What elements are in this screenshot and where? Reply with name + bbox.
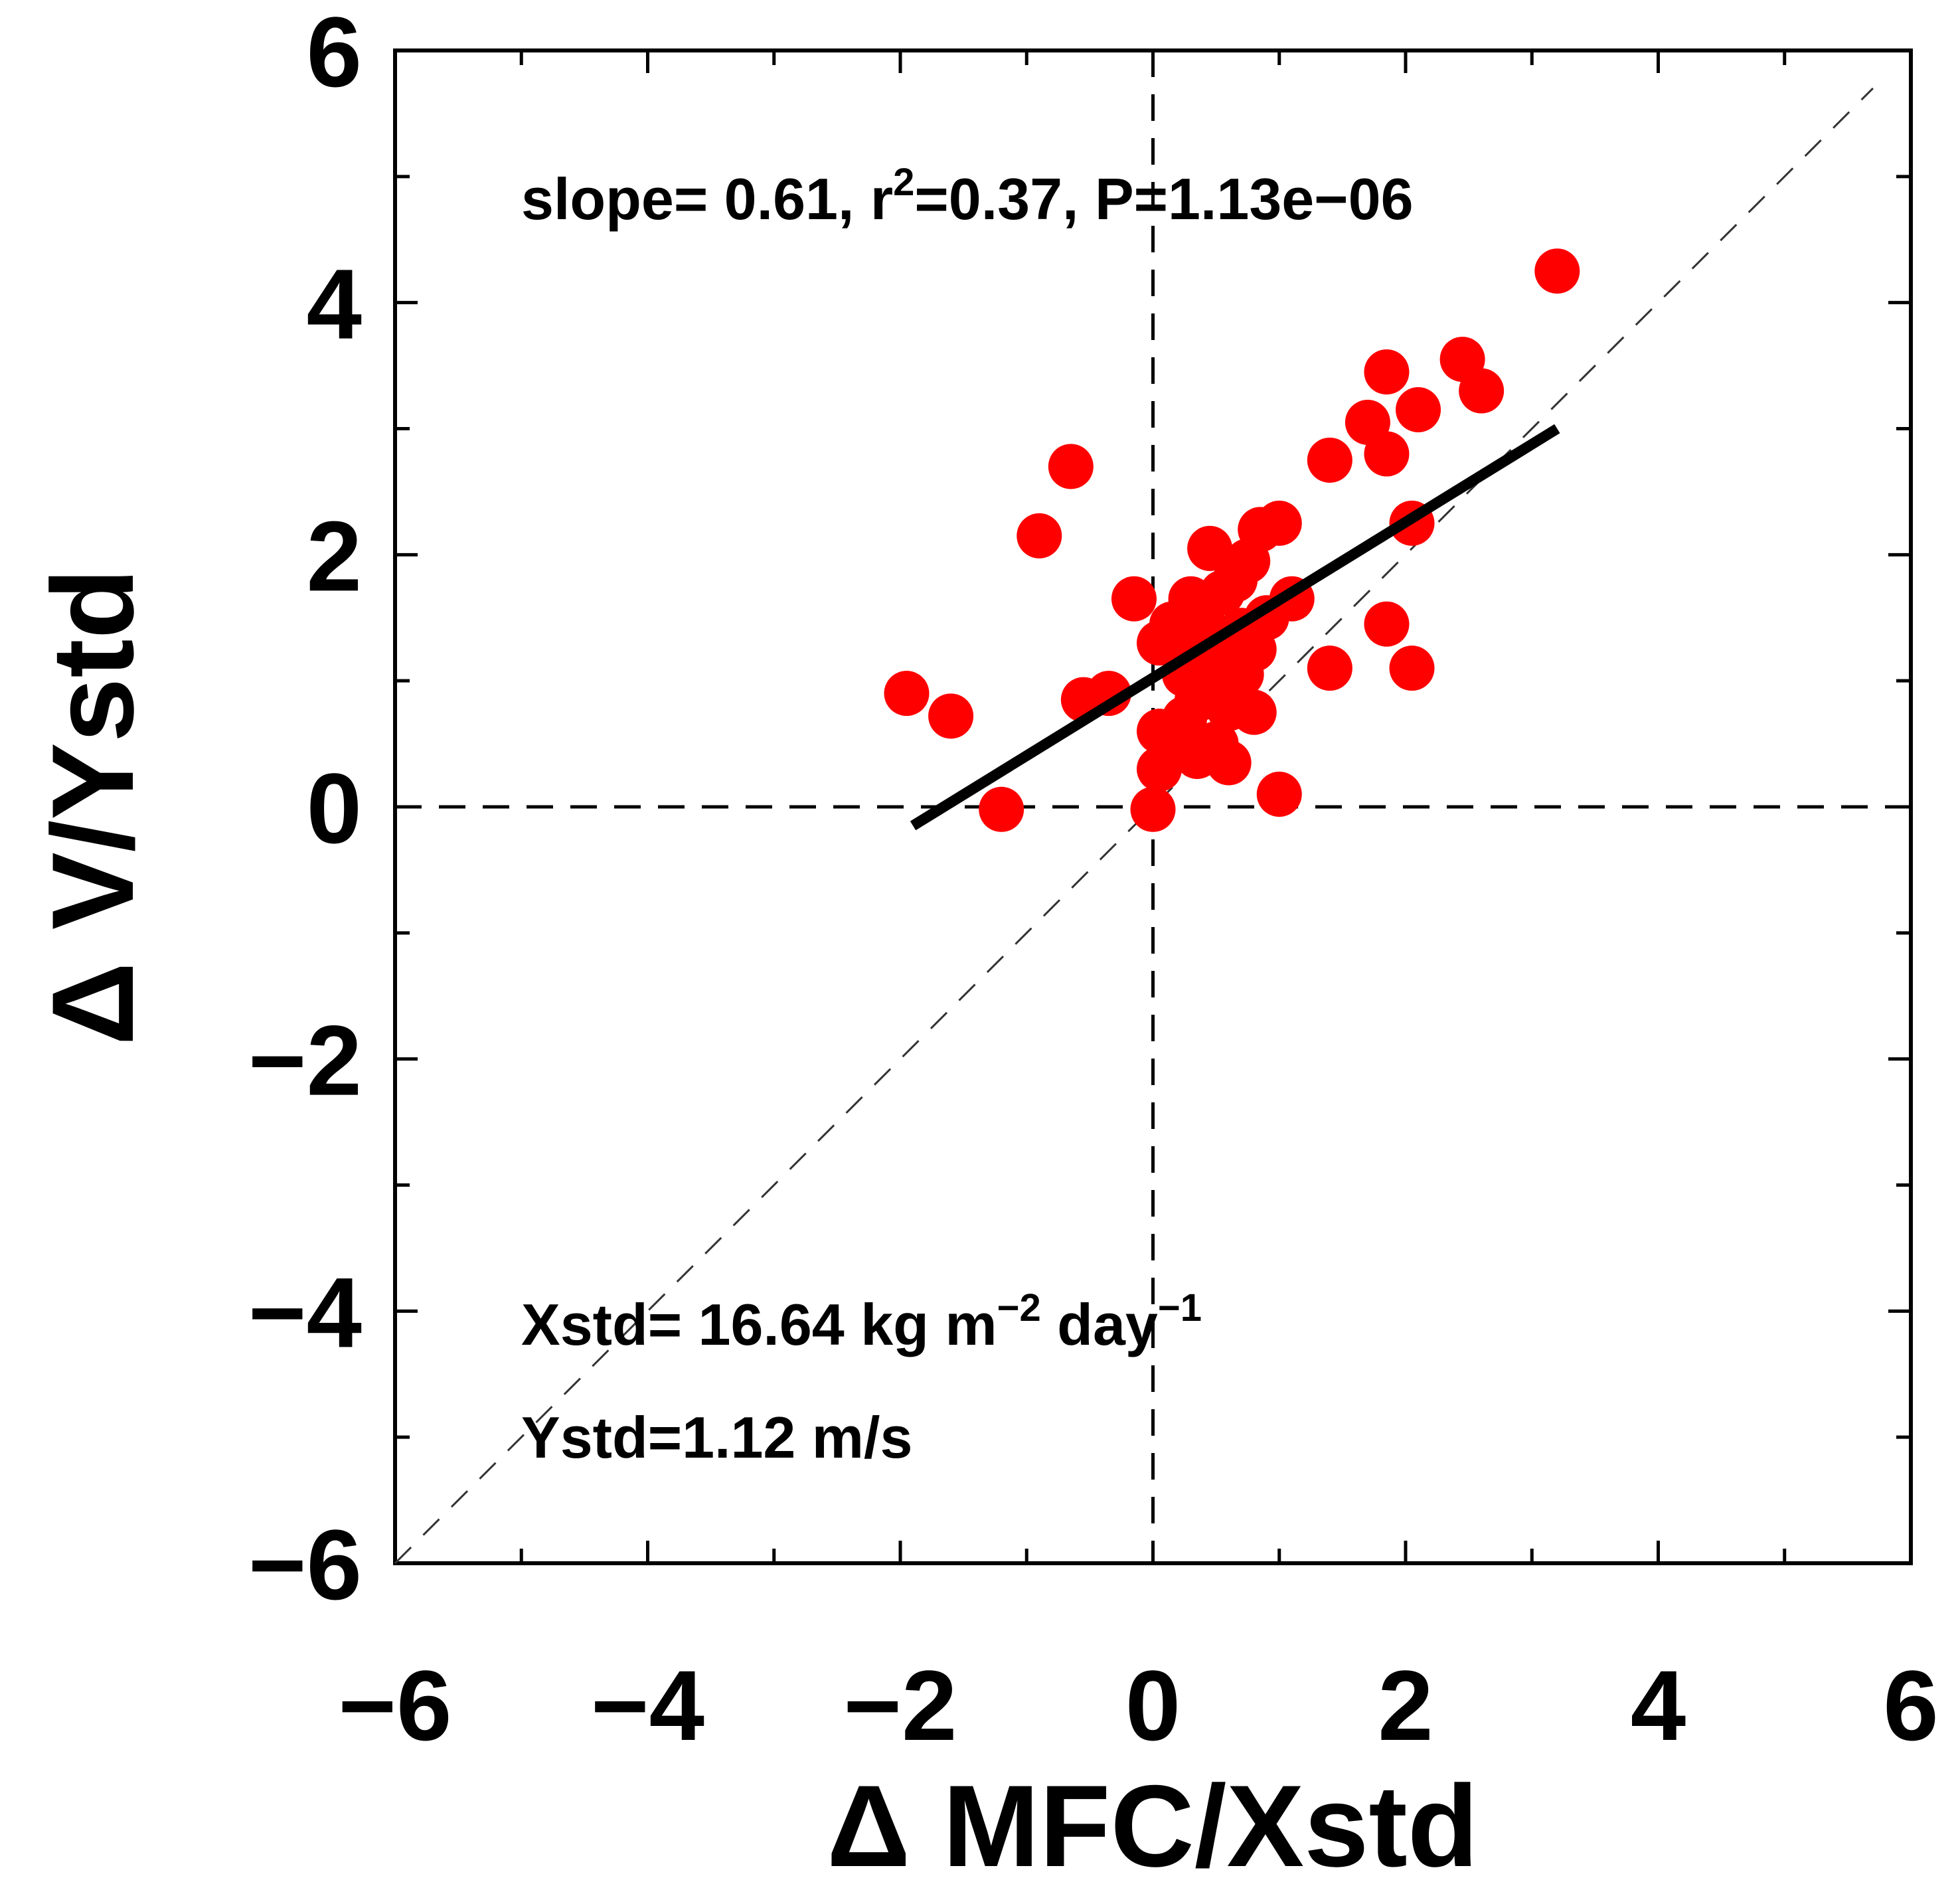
scatter-point [1256,772,1302,817]
x-tick-label: 4 [1631,1650,1686,1761]
y-tick-labels: −6 −4 −2 0 2 4 6 [248,0,362,1620]
scatter-point [1187,525,1233,571]
xstd-superscript-2: −1 [1158,1286,1202,1329]
xstd-text-part2: day [1041,1292,1158,1357]
stats-text-part1: slope= 0.61, r [521,166,893,232]
y-tick-label: −6 [248,1509,362,1620]
scatter-point [1137,746,1183,792]
x-tick-label: 2 [1378,1650,1433,1761]
scatter-point [1231,689,1277,735]
scatter-point [884,671,930,717]
scatter-point [1459,368,1505,414]
stats-text-part2: =0.37, P=1.13e−06 [914,166,1413,232]
y-tick-label: 0 [307,752,362,864]
x-tick-label: −2 [843,1650,957,1761]
x-tick-label: −6 [338,1650,451,1761]
scatter-point [1389,645,1435,691]
xstd-annotation: Xstd= 16.64 kg m−2 day−1 [521,1286,1202,1357]
scatter-point [1307,645,1352,691]
scatter-point [1218,651,1264,697]
tick-marks [393,48,1913,1565]
scatter-point [1111,576,1157,622]
scatter-point [1017,513,1062,558]
x-axis-title: Δ MFC/Xstd [827,1762,1478,1882]
one-to-one-line [394,87,1874,1565]
scatter-point [1048,444,1094,489]
y-tick-label: 4 [307,248,362,360]
xstd-text-part1: Xstd= 16.64 kg m [521,1292,997,1357]
scatter-point [1534,248,1580,294]
fit-line-group [910,424,1560,831]
scatter-point [928,693,974,739]
ystd-annotation: Ystd=1.12 m/s [521,1405,912,1470]
y-tick-label: −2 [248,1005,362,1116]
fit-line [910,424,1560,831]
y-axis-title: Δ V/Ystd [29,568,158,1046]
scatter-point [1307,437,1352,483]
y-tick-label: 6 [307,0,362,108]
stats-superscript: 2 [893,161,914,204]
x-tick-label: 6 [1883,1650,1938,1761]
scatter-point [1364,431,1410,477]
y-tick-label: 2 [307,500,362,612]
scatter-point [1162,696,1208,742]
x-tick-labels: −6 −4 −2 0 2 4 6 [338,1650,1938,1761]
x-tick-label: −4 [591,1650,704,1761]
scatter-point [1396,387,1441,433]
stats-annotation: slope= 0.61, r2=0.37, P=1.13e−06 [521,161,1414,232]
y-tick-label: −4 [248,1256,362,1368]
scatter-point [1206,740,1252,786]
scatter-point [979,786,1024,832]
xstd-superscript-1: −2 [997,1286,1041,1329]
scatter-points [884,248,1580,832]
scatter-point [1364,349,1410,395]
scatter-point [1130,786,1176,832]
scatter-point [1364,601,1410,647]
x-tick-label: 0 [1125,1650,1181,1761]
